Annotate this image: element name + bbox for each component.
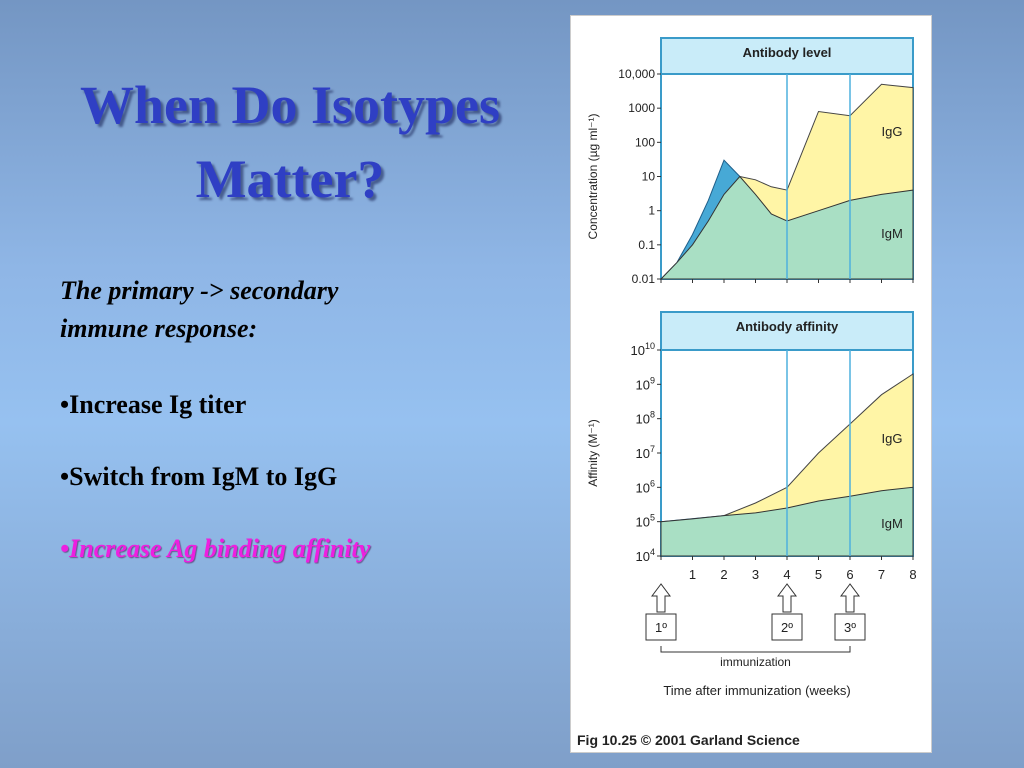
immunization-label-1: 1º	[655, 620, 667, 635]
immunization-label-3: 3º	[844, 620, 856, 635]
slide-body: The primary -> secondary immune response…	[60, 272, 530, 564]
level-ytick-label: 10	[642, 170, 656, 184]
immunization-box-3	[834, 613, 866, 641]
affinity-ytick-label: 106	[636, 478, 655, 495]
x-tick-label: 5	[815, 567, 822, 582]
level-ytick-label: 0.1	[638, 238, 655, 252]
immunization-box-1	[645, 613, 677, 641]
level-igg-label: IgG	[882, 124, 903, 139]
figure-caption: Fig 10.25 © 2001 Garland Science	[577, 732, 800, 748]
affinity-ytick-label: 107	[636, 444, 655, 461]
bullet-titer: •Increase Ig titer	[60, 390, 530, 420]
title-line-1: When Do Isotypes	[79, 75, 501, 135]
level-ytick-label: 1000	[628, 101, 655, 115]
level-ytick-label: 100	[635, 135, 655, 149]
x-tick-label: 2	[720, 567, 727, 582]
bullet-text: Increase Ig titer	[69, 390, 247, 419]
bullet-glyph: •	[60, 462, 70, 491]
bullet-text: Increase Ag binding affinity	[69, 534, 371, 563]
affinity-igg-label: IgG	[882, 431, 903, 446]
immunization-bracket	[660, 646, 851, 653]
level-ytick-label: 1	[648, 204, 655, 218]
level-ytick-label: 0.01	[632, 272, 656, 286]
intro-line-2: immune response:	[60, 314, 258, 343]
level-igm-label: IgM	[881, 226, 903, 241]
x-tick-label: 7	[878, 567, 885, 582]
affinity-ytick-label: 104	[636, 547, 655, 564]
immunization-arrow-1	[651, 583, 671, 613]
x-tick-label: 3	[752, 567, 759, 582]
figure-svg: Antibody level 10,000 1000 100 10 1 0.1 0.01 IgG…	[577, 37, 917, 748]
antibody-figure: Antibody level 10,000 1000 100 10 1 0.1 0.01 IgG…	[571, 16, 931, 752]
immunization-arrow-3	[840, 583, 860, 613]
bullet-glyph: •	[60, 390, 70, 419]
bullet-glyph: •	[60, 534, 70, 563]
x-tick-label: 4	[783, 567, 790, 582]
immunization-arrow-2	[777, 583, 797, 613]
affinity-igm-label: IgM	[881, 516, 903, 531]
affinity-ytick-label: 105	[636, 513, 655, 530]
affinity-ytick-label: 108	[636, 410, 655, 427]
level-header-box	[660, 37, 914, 75]
bullet-affinity: •Increase Ag binding affinity	[60, 534, 530, 564]
intro-text: The primary -> secondary immune response…	[60, 272, 530, 348]
intro-line-1: The primary -> secondary	[60, 276, 339, 305]
level-ytick-label: 10,000	[618, 67, 655, 81]
affinity-ytick-label: 1010	[631, 341, 655, 358]
x-tick-label: 8	[909, 567, 916, 582]
level-ylabel: Concentration (µg ml⁻¹)	[586, 114, 600, 240]
x-axis-label: Time after immunization (weeks)	[663, 683, 850, 698]
immunization-text: immunization	[720, 655, 791, 669]
level-header-label: Antibody level	[743, 45, 832, 60]
slide-title: When Do Isotypes Matter?	[30, 68, 550, 216]
x-tick-label: 6	[846, 567, 853, 582]
x-tick-label: 1	[689, 567, 696, 582]
title-line-2: Matter?	[195, 149, 385, 209]
affinity-ylabel: Affinity (M⁻¹)	[586, 419, 600, 486]
immunization-box-2	[771, 613, 803, 641]
affinity-header-label: Antibody affinity	[736, 319, 839, 334]
bullet-text: Switch from IgM to IgG	[69, 462, 338, 491]
immunization-label-2: 2º	[781, 620, 793, 635]
affinity-ytick-label: 109	[636, 375, 655, 392]
bullet-switch: •Switch from IgM to IgG	[60, 462, 530, 492]
